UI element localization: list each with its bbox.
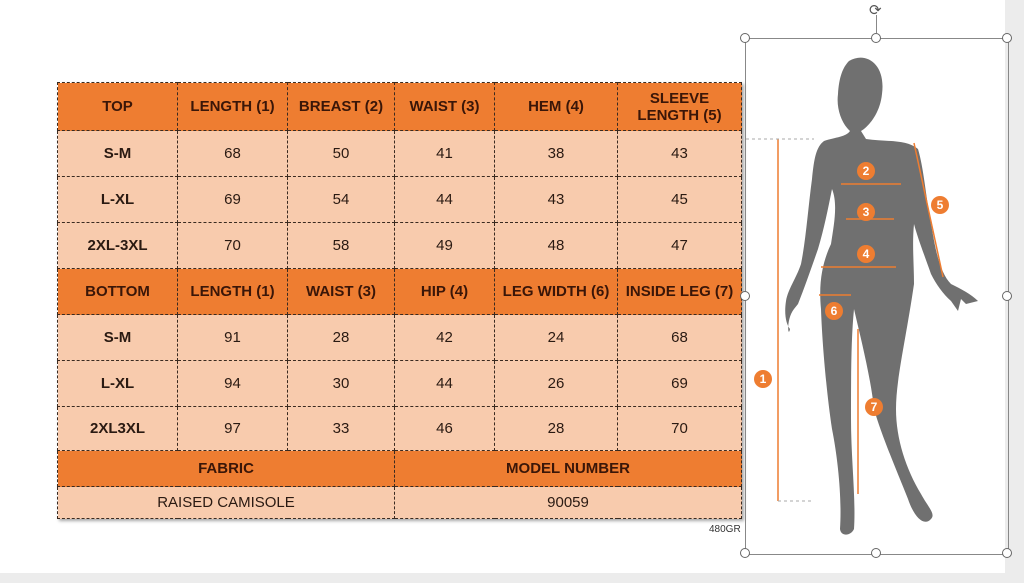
value-cell: 24: [494, 314, 618, 361]
rotate-stem: [876, 15, 877, 33]
marker-6: 6: [831, 304, 838, 318]
resize-handle-ne[interactable]: [1002, 33, 1012, 43]
resize-handle-sw[interactable]: [740, 548, 750, 558]
marker-5: 5: [937, 198, 944, 212]
value-cell: 70: [617, 406, 742, 451]
body-measurement-figure[interactable]: 1 2 3 4 5 6 7 ⟳: [740, 3, 1012, 558]
top-header-row: TOP LENGTH (1) BREAST (2) WAIST (3) HEM …: [57, 82, 742, 131]
marker-6-circle: [825, 302, 843, 320]
guide-lines: [746, 138, 814, 502]
value-cell: 49: [394, 222, 495, 269]
value-cell: 45: [617, 176, 742, 223]
value-cell: 38: [494, 130, 618, 177]
marker-labels: 1 2 3 4 5 6 7: [760, 164, 944, 414]
value-cell: 46: [394, 406, 495, 451]
value-cell: 43: [494, 176, 618, 223]
fabric-value: RAISED CAMISOLE: [57, 486, 395, 519]
weight-note: 480GR: [709, 524, 741, 535]
marker-7: 7: [871, 400, 878, 414]
resize-handle-nw[interactable]: [740, 33, 750, 43]
measurement-arrows: [777, 139, 944, 501]
fabric-label: FABRIC: [57, 450, 395, 487]
silhouette-svg: 1 2 3 4 5 6 7: [746, 57, 978, 535]
value-cell: 58: [287, 222, 395, 269]
marker-2-circle: [857, 162, 875, 180]
size-chart-table: TOP LENGTH (1) BREAST (2) WAIST (3) HEM …: [57, 82, 742, 519]
header-cell: BREAST (2): [287, 82, 395, 131]
table-row: S-M 68 50 41 38 43: [57, 130, 742, 177]
value-cell: 68: [177, 130, 288, 177]
size-cell: S-M: [57, 314, 178, 361]
value-cell: 28: [494, 406, 618, 451]
size-cell: L-XL: [57, 176, 178, 223]
value-cell: 91: [177, 314, 288, 361]
marker-4: 4: [863, 247, 870, 261]
value-cell: 42: [394, 314, 495, 361]
header-cell: INSIDE LEG (7): [617, 268, 742, 315]
model-number-label: MODEL NUMBER: [394, 450, 742, 487]
header-cell: LENGTH (1): [177, 82, 288, 131]
header-cell: WAIST (3): [394, 82, 495, 131]
value-cell: 30: [287, 360, 395, 407]
footer-value-row: RAISED CAMISOLE 90059: [57, 486, 742, 519]
table-row: S-M 91 28 42 24 68: [57, 314, 742, 361]
header-cell: LENGTH (1): [177, 268, 288, 315]
model-number-value: 90059: [394, 486, 742, 519]
marker-circles: [754, 162, 949, 416]
body-silhouette: [785, 57, 978, 535]
marker-2: 2: [863, 164, 870, 178]
size-cell: L-XL: [57, 360, 178, 407]
value-cell: 43: [617, 130, 742, 177]
value-cell: 54: [287, 176, 395, 223]
value-cell: 48: [494, 222, 618, 269]
table-row: L-XL 94 30 44 26 69: [57, 360, 742, 407]
header-cell: HEM (4): [494, 82, 618, 131]
value-cell: 69: [617, 360, 742, 407]
value-cell: 33: [287, 406, 395, 451]
header-cell: TOP: [57, 82, 178, 131]
bottom-gutter: [0, 573, 1024, 583]
value-cell: 41: [394, 130, 495, 177]
marker-1: 1: [760, 372, 767, 386]
table-row: 2XL-3XL 70 58 49 48 47: [57, 222, 742, 269]
value-cell: 44: [394, 360, 495, 407]
size-cell: 2XL3XL: [57, 406, 178, 451]
size-cell: 2XL-3XL: [57, 222, 178, 269]
resize-handle-e[interactable]: [1002, 291, 1012, 301]
resize-handle-s[interactable]: [871, 548, 881, 558]
value-cell: 68: [617, 314, 742, 361]
marker-3: 3: [863, 205, 870, 219]
value-cell: 94: [177, 360, 288, 407]
size-cell: S-M: [57, 130, 178, 177]
value-cell: 26: [494, 360, 618, 407]
header-cell: WAIST (3): [287, 268, 395, 315]
marker-4-circle: [857, 245, 875, 263]
header-cell: HIP (4): [394, 268, 495, 315]
sleeve-arrow: [913, 142, 944, 278]
rotate-handle-icon[interactable]: ⟳: [869, 2, 882, 19]
value-cell: 47: [617, 222, 742, 269]
value-cell: 97: [177, 406, 288, 451]
marker-3-circle: [857, 203, 875, 221]
value-cell: 28: [287, 314, 395, 361]
value-cell: 69: [177, 176, 288, 223]
scroll-gutter: [1005, 0, 1024, 583]
bottom-header-row: BOTTOM LENGTH (1) WAIST (3) HIP (4) LEG …: [57, 268, 742, 315]
header-cell: BOTTOM: [57, 268, 178, 315]
header-cell: LEG WIDTH (6): [494, 268, 618, 315]
resize-handle-n[interactable]: [871, 33, 881, 43]
resize-handle-se[interactable]: [1002, 548, 1012, 558]
resize-handle-w[interactable]: [740, 291, 750, 301]
value-cell: 50: [287, 130, 395, 177]
marker-5-circle: [931, 196, 949, 214]
header-cell: SLEEVE LENGTH (5): [617, 82, 742, 131]
marker-7-circle: [865, 398, 883, 416]
table-row: 2XL3XL 97 33 46 28 70: [57, 406, 742, 451]
value-cell: 70: [177, 222, 288, 269]
value-cell: 44: [394, 176, 495, 223]
marker-1-circle: [754, 370, 772, 388]
table-row: L-XL 69 54 44 43 45: [57, 176, 742, 223]
footer-header-row: FABRIC MODEL NUMBER: [57, 450, 742, 487]
